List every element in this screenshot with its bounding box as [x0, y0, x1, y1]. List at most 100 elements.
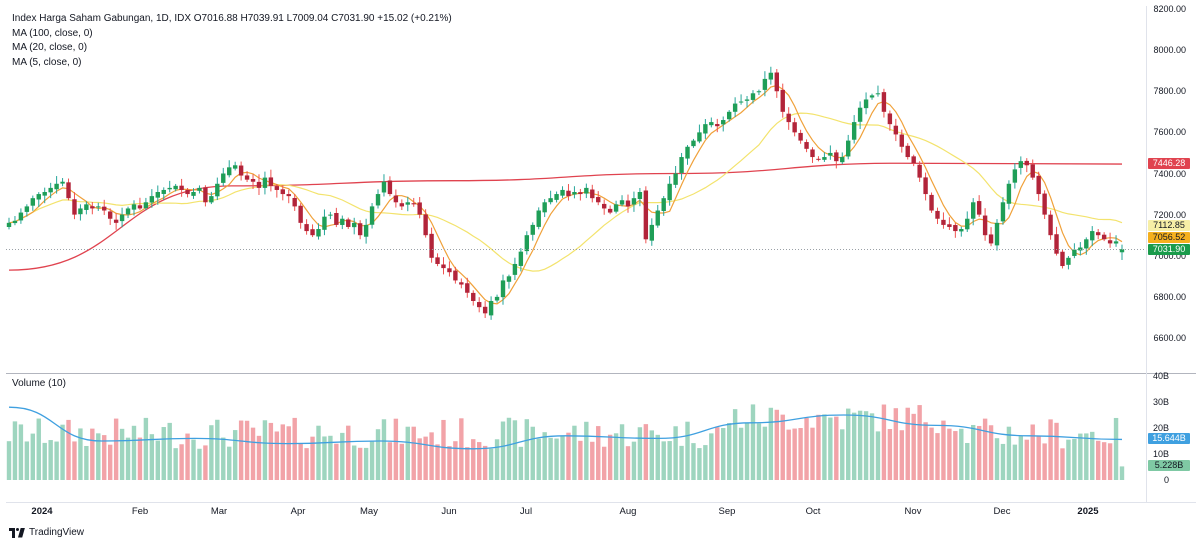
- volume-bar: [1072, 438, 1077, 480]
- volume-bar: [155, 440, 160, 480]
- volume-bar: [697, 448, 702, 480]
- volume-bar: [982, 418, 988, 480]
- volume-bar: [869, 413, 875, 480]
- candle-body: [893, 125, 899, 135]
- ma5-legend[interactable]: MA (5, close, 0): [12, 56, 82, 68]
- volume-bar: [322, 436, 327, 480]
- volume-bar: [887, 429, 893, 480]
- price-tick-label: 8000.00: [1153, 45, 1186, 56]
- volume-bar: [631, 441, 637, 480]
- candle-body: [649, 224, 655, 241]
- candle-body: [822, 157, 827, 160]
- candle-body: [1095, 232, 1101, 236]
- candle-body: [1048, 214, 1053, 236]
- volume-bar: [667, 441, 672, 480]
- volume-bar: [66, 419, 71, 480]
- candle-body: [512, 263, 518, 275]
- symbol-ohlc-line: Index Harga Saham Gabungan, 1D, IDX O701…: [12, 12, 452, 27]
- volume-bar: [179, 444, 184, 480]
- volume-bar: [173, 448, 178, 480]
- month-tick-label: 2025: [1077, 506, 1099, 517]
- volume-bar: [203, 445, 208, 480]
- month-tick-label: 2024: [31, 506, 53, 517]
- candle-body: [959, 229, 964, 232]
- ma100-badge: 7446.28: [1148, 158, 1190, 169]
- volume-bar: [30, 433, 36, 480]
- volume-badge: 5.228B: [1148, 460, 1190, 471]
- volume-bar: [90, 428, 95, 480]
- ma100-line: [8, 162, 1123, 271]
- volume-bar: [1012, 444, 1018, 480]
- candle-body: [881, 92, 887, 112]
- volume-bar: [738, 427, 744, 480]
- volume-bar: [102, 435, 107, 480]
- candle-body: [346, 219, 351, 227]
- volume-bar: [227, 446, 232, 480]
- tradingview-footer[interactable]: TradingView: [9, 527, 84, 538]
- candle-body: [863, 99, 869, 109]
- volume-bar: [292, 417, 297, 480]
- candle-body: [697, 132, 702, 142]
- volume-bar: [1018, 435, 1024, 480]
- candle-body: [911, 156, 916, 164]
- volume-bar: [566, 432, 571, 480]
- volume-legend[interactable]: Volume (10): [12, 378, 66, 389]
- ma5-badge: 7056.52: [1148, 232, 1190, 243]
- price-tick-label: 6800.00: [1153, 291, 1186, 302]
- candle-body: [84, 204, 89, 210]
- candle-body: [613, 204, 619, 212]
- candle-body: [1090, 231, 1095, 241]
- symbol-title: Index Harga Saham Gabungan, 1D, IDX: [12, 13, 191, 24]
- candle-body: [322, 216, 327, 230]
- ma100-legend[interactable]: MA (100, close, 0): [12, 27, 93, 39]
- volume-bar: [191, 439, 196, 480]
- volume-bar: [298, 443, 303, 480]
- volume-bar: [244, 420, 250, 480]
- month-tick-label: Jul: [519, 506, 533, 517]
- candle-body: [762, 78, 768, 90]
- price-tick-label: 7800.00: [1153, 86, 1186, 97]
- volume-bar: [917, 405, 922, 480]
- volume-bar: [185, 433, 190, 480]
- candle-body: [328, 214, 333, 216]
- volume-bar: [1107, 443, 1113, 480]
- month-tick-label: Sep: [718, 506, 736, 517]
- volume-bar: [625, 446, 631, 480]
- volume-bar: [768, 407, 774, 480]
- candle-body: [471, 292, 476, 301]
- volume-bar: [857, 410, 863, 480]
- volume-bar: [893, 408, 899, 480]
- candle-body: [405, 202, 410, 205]
- candle-body: [197, 187, 202, 191]
- volume-bar: [994, 438, 1000, 480]
- candle-body: [149, 196, 155, 203]
- candle-body: [971, 202, 976, 219]
- candle-body: [655, 210, 660, 226]
- candle-body: [726, 111, 732, 120]
- volume-layer: [6, 404, 1125, 480]
- volume-bar: [607, 434, 613, 480]
- candle-body: [369, 206, 375, 225]
- ma20-legend[interactable]: MA (20, close, 0): [12, 42, 88, 53]
- volume-bar: [393, 418, 399, 480]
- candle-body: [316, 229, 321, 237]
- candle-body: [256, 181, 262, 188]
- candle-body: [506, 276, 512, 282]
- volume-tick-label: 40B: [1152, 371, 1169, 381]
- candle-body: [429, 233, 434, 258]
- volume-bar: [637, 427, 643, 480]
- volume-bar: [1048, 419, 1053, 480]
- candle-body: [244, 175, 250, 180]
- volume-bar: [137, 437, 143, 480]
- candle-body: [250, 179, 256, 182]
- volume-bar: [161, 427, 166, 480]
- volume-bar: [131, 425, 137, 480]
- month-tick-label: Nov: [904, 506, 922, 517]
- candle-body: [1006, 183, 1012, 204]
- candle-body: [1030, 164, 1035, 178]
- candle-body: [36, 194, 41, 200]
- price-tick-label: 6600.00: [1153, 333, 1186, 343]
- candle-body: [685, 146, 690, 159]
- volume-bar: [369, 441, 375, 480]
